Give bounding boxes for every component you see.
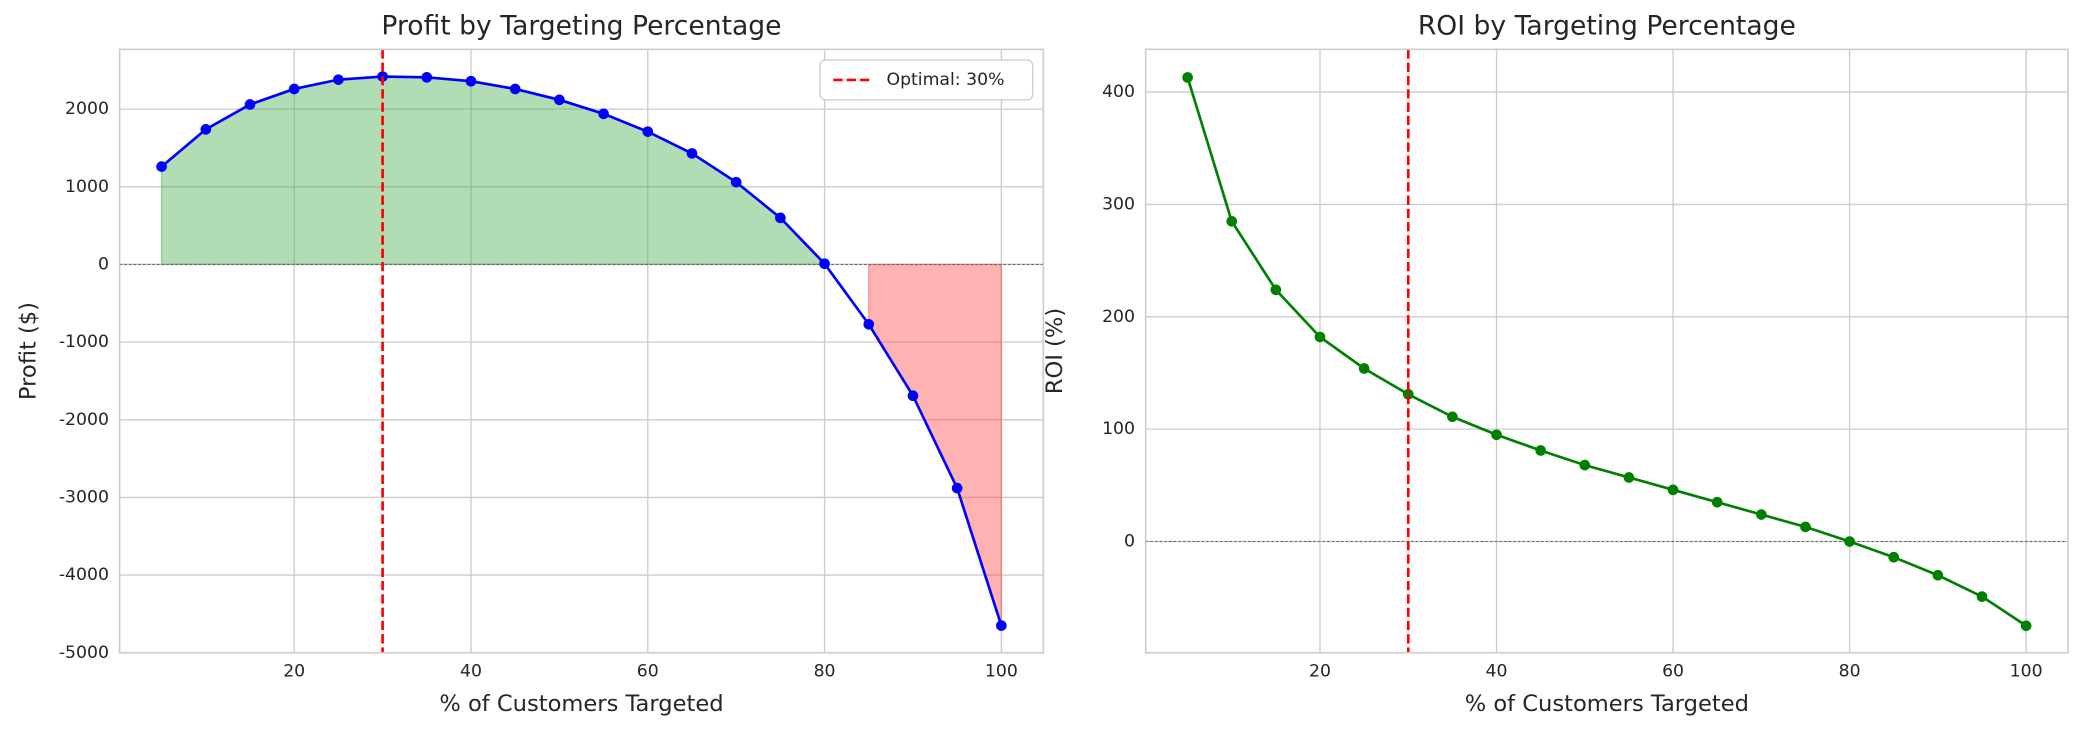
data-point: [1756, 509, 1767, 520]
data-point: [200, 124, 212, 135]
y-tick-label: 0: [1124, 532, 1135, 552]
chart-title: Profit by Targeting Percentage: [381, 10, 781, 41]
data-point: [421, 71, 433, 83]
data-point: [1535, 445, 1546, 456]
data-point: [1667, 484, 1679, 496]
data-point: [1800, 521, 1811, 533]
y-tick-label: -2000: [59, 410, 109, 430]
data-point: [642, 126, 654, 137]
y-axis-label: ROI (%): [1042, 308, 1068, 394]
data-point: [288, 83, 300, 95]
data-point: [1579, 459, 1591, 471]
y-axis-label: Profit ($): [16, 302, 42, 400]
y-tick-label: 400: [1102, 82, 1135, 102]
plot-border: [118, 48, 1045, 654]
data-point: [819, 258, 830, 270]
plot-area: [119, 49, 1044, 653]
data-point: [333, 74, 344, 85]
y-tick-label: -5000: [59, 643, 109, 663]
x-tick-label: 60: [1662, 661, 1684, 681]
data-point: [907, 390, 919, 402]
legend-label: Optimal: 30%: [886, 70, 1004, 90]
data-point: [1358, 363, 1370, 374]
x-axis-label: % of Customers Targeted: [1465, 691, 1749, 717]
data-point: [598, 108, 609, 120]
data-point: [1270, 284, 1282, 296]
y-tick-label: 2000: [65, 99, 109, 119]
y-tick-label: -3000: [59, 487, 109, 507]
data-point: [996, 620, 1007, 631]
y-tick-label: 300: [1102, 194, 1135, 214]
data-point: [1226, 215, 1238, 227]
data-point: [863, 318, 875, 330]
data-point: [554, 94, 565, 106]
y-tick-label: -1000: [59, 332, 109, 352]
data-point: [730, 176, 742, 188]
y-tick-label: -4000: [59, 565, 109, 585]
data-point: [951, 482, 963, 494]
data-point: [1402, 388, 1414, 400]
x-tick-label: 20: [283, 661, 305, 681]
x-axis-label: % of Customers Targeted: [439, 691, 723, 717]
y-tick-label: 100: [1102, 419, 1135, 439]
data-point: [1623, 472, 1635, 483]
x-tick-label: 40: [460, 661, 482, 681]
data-line: [160, 75, 1003, 626]
data-point: [686, 148, 698, 159]
data-point: [1976, 591, 1988, 602]
data-point: [1491, 429, 1502, 441]
data-point: [2020, 620, 2032, 632]
data-line: [1186, 77, 2027, 627]
x-tick-label: 100: [985, 661, 1018, 681]
x-tick-label: 40: [1486, 661, 1508, 681]
data-point: [1447, 411, 1458, 423]
x-tick-label: 60: [637, 661, 659, 681]
legend-box: [819, 59, 1034, 101]
y-tick-label: 1000: [65, 177, 109, 197]
x-tick-label: 100: [2010, 661, 2043, 681]
plot-border: [1144, 48, 2069, 654]
data-point: [465, 75, 477, 87]
y-tick-label: 200: [1102, 307, 1135, 327]
chart-title: ROI by Targeting Percentage: [1418, 10, 1796, 41]
y-tick-label: 0: [98, 254, 109, 274]
data-point: [1932, 569, 1944, 581]
data-point: [1711, 496, 1723, 508]
data-point: [1314, 331, 1326, 343]
x-tick-label: 80: [1839, 661, 1861, 681]
data-point: [509, 83, 521, 95]
data-point: [1844, 536, 1855, 547]
x-tick-label: 80: [814, 661, 836, 681]
data-point: [775, 212, 786, 224]
x-tick-label: 20: [1309, 661, 1331, 681]
data-point: [156, 161, 167, 172]
data-point: [244, 99, 256, 110]
data-point: [1888, 551, 1900, 563]
data-point: [1182, 72, 1193, 83]
plot-area: [1145, 49, 2069, 653]
